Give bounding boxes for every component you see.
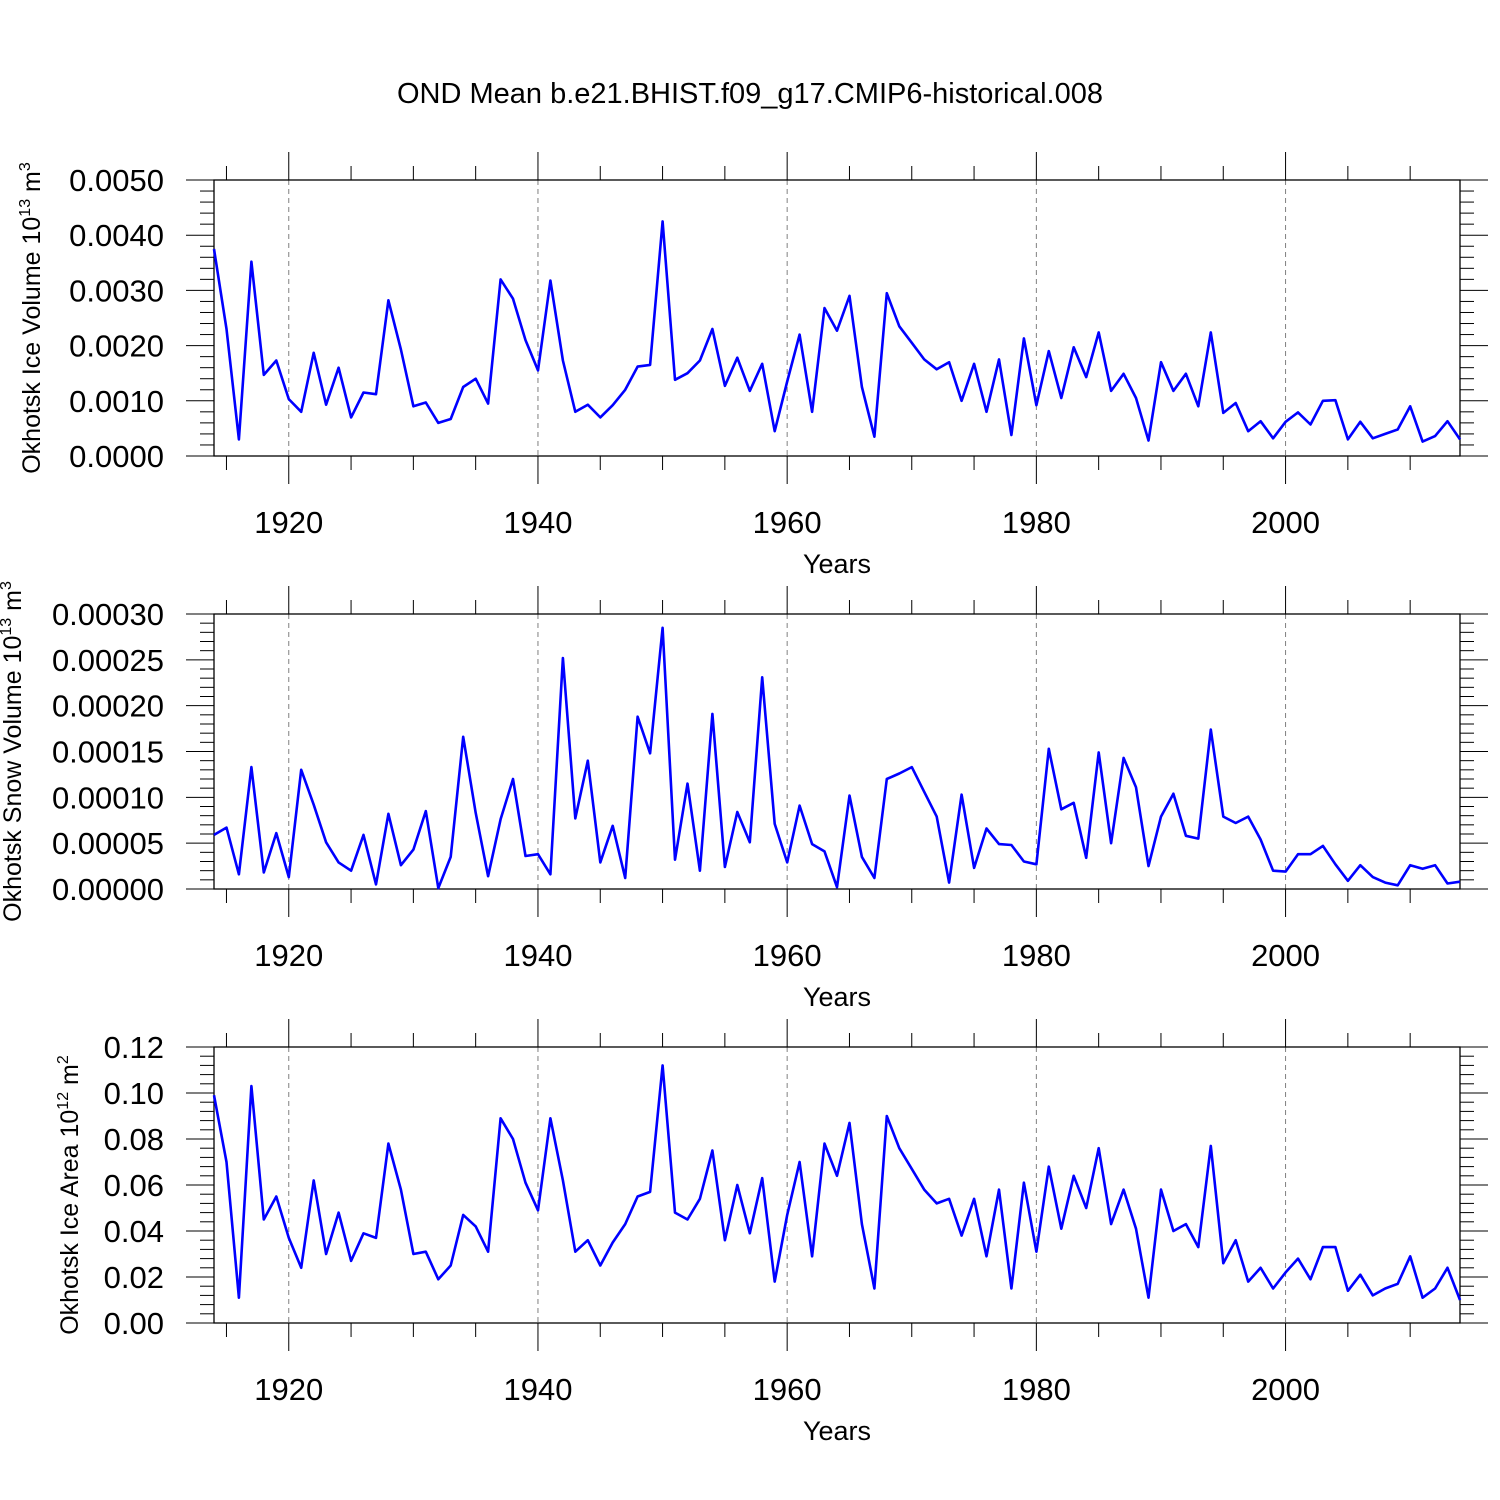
panels: 1920 1940 1960 1980 2000 Years 0.0000 0.0010 0.0… <box>0 152 1488 1446</box>
y-tick-label: 0.00 <box>104 1306 164 1341</box>
y-tick-label: 0.0050 <box>69 163 164 198</box>
x-tick-label: 1980 <box>1002 1372 1071 1407</box>
y-tick-label: 0.00025 <box>52 643 164 678</box>
x-tick-label: 1980 <box>1002 938 1071 973</box>
y-axis-title-unit-exponent: 3 <box>0 581 15 590</box>
x-tick-label: 1920 <box>254 505 323 540</box>
x-tick-label: 1920 <box>254 1372 323 1407</box>
y-tick-label: 0.06 <box>104 1168 164 1203</box>
y-axis-title-main: Okhotsk Ice Volume 10 <box>18 217 46 474</box>
x-tick-label: 1940 <box>503 505 572 540</box>
x-tick-label: 1920 <box>254 938 323 973</box>
series-points-snow-volume <box>213 627 1461 889</box>
y-tick-label: 0.00005 <box>52 826 164 861</box>
chart-title: OND Mean b.e21.BHIST.f09_g17.CMIP6-histo… <box>397 78 1103 110</box>
y-tick-label: 0.0000 <box>69 439 164 474</box>
y-tick-label: 0.00015 <box>52 735 164 770</box>
y-axis-title-exponent: 13 <box>0 618 15 636</box>
y-tick-label: 0.0030 <box>69 273 164 308</box>
series-points-ice-area <box>213 1065 1461 1301</box>
y-tick-label: 0.00020 <box>52 689 164 724</box>
series-points-ice-volume <box>213 221 1461 442</box>
y-tick-label: 0.10 <box>104 1076 164 1111</box>
x-tick-label: 1940 <box>503 938 572 973</box>
plot-frame <box>213 179 1461 457</box>
y-tick-label: 0.00030 <box>52 597 164 632</box>
y-axis-title-main: Okhotsk Ice Area 10 <box>56 1110 84 1335</box>
y-axis-title: Okhotsk Snow Volume 1013 m3 <box>0 581 27 922</box>
y-tick-label: 0.08 <box>104 1122 164 1157</box>
x-tick-label: 1960 <box>753 1372 822 1407</box>
y-axis-title-exponent: 12 <box>55 1092 72 1110</box>
x-tick-label: 1960 <box>753 938 822 973</box>
x-tick-label: 2000 <box>1251 505 1320 540</box>
y-tick-label: 0.0010 <box>69 384 164 419</box>
y-axis-title-unit-exponent: 3 <box>17 162 34 171</box>
y-tick-label: 0.02 <box>104 1260 164 1295</box>
y-axis-title: Okhotsk Ice Volume 1013 m3 <box>17 162 46 474</box>
x-tick-label: 1940 <box>503 1372 572 1407</box>
y-axis-title-unit: m <box>18 171 46 199</box>
y-tick-label: 0.0020 <box>69 329 164 364</box>
x-tick-label: 2000 <box>1251 1372 1320 1407</box>
x-tick-label: 2000 <box>1251 938 1320 973</box>
y-axis-title-exponent: 13 <box>17 199 34 217</box>
y-tick-label: 0.00000 <box>52 872 164 907</box>
x-axis-title: Years <box>803 549 871 579</box>
x-axis-title: Years <box>803 1416 871 1446</box>
y-axis-title-unit: m <box>56 1064 84 1092</box>
y-tick-label: 0.04 <box>104 1214 164 1249</box>
y-tick-label: 0.12 <box>104 1030 164 1065</box>
y-axis-title-unit-exponent: 2 <box>55 1055 72 1064</box>
panel-ice-volume: 1920 1940 1960 1980 2000 Years 0.0000 0.0010 0.0… <box>17 152 1488 579</box>
y-tick-label: 0.00010 <box>52 780 164 815</box>
series-line-snow-volume <box>213 626 1461 890</box>
panel-snow-volume: 1920 1940 1960 1980 2000 Years 0.00000 0.00005 0… <box>0 581 1488 1012</box>
series-line-ice-area <box>212 1064 1462 1301</box>
y-axis-title: Okhotsk Ice Area 1012 m2 <box>55 1055 84 1335</box>
plot-frame <box>213 613 1461 890</box>
x-tick-label: 1980 <box>1002 505 1071 540</box>
panel-ice-area: 1920 1940 1960 1980 2000 Years 0.00 0.02 0.04 0.0… <box>55 1019 1488 1446</box>
x-tick-label: 1960 <box>753 505 822 540</box>
y-tick-label: 0.0040 <box>69 218 164 253</box>
y-axis-title-main: Okhotsk Snow Volume 10 <box>0 636 27 922</box>
y-axis-title-unit: m <box>0 590 27 618</box>
series-line-ice-volume <box>212 220 1462 443</box>
x-axis-title: Years <box>803 982 871 1012</box>
